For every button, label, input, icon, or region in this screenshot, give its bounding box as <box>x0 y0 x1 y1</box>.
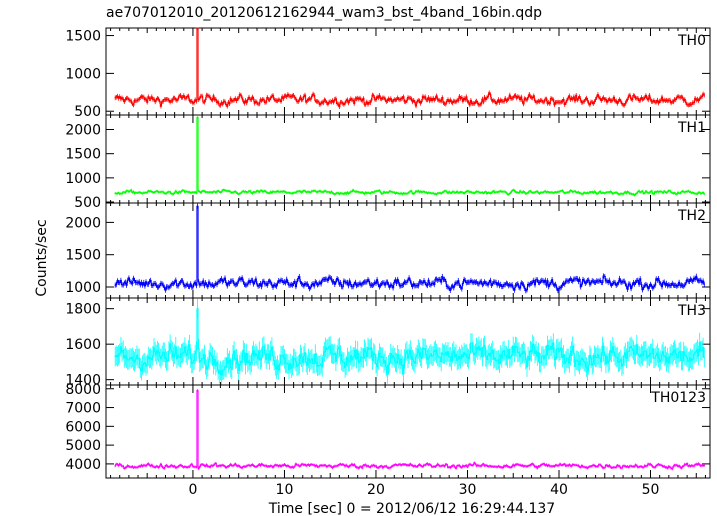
x-tick-label: 30 <box>459 482 477 498</box>
panel-label: TH0 <box>677 33 706 49</box>
series-th0123-line <box>114 390 705 470</box>
y-tick-label: 1400 <box>65 373 101 389</box>
y-tick-label: 1800 <box>65 302 101 318</box>
y-tick-label: 500 <box>74 104 101 120</box>
panel-th0123: 4000 5000 6000 7000 8000 TH0123 <box>65 382 711 479</box>
panel-frame <box>105 384 711 479</box>
series-th2-line <box>114 205 705 292</box>
y-tick-label: 1000 <box>65 66 101 82</box>
y-tick-label: 1600 <box>65 337 101 353</box>
panel-label: TH0123 <box>650 390 706 406</box>
y-tick-label: 8000 <box>65 382 101 398</box>
y-tick-label: 4000 <box>65 457 101 473</box>
panel-th1: 500 1000 1500 2000 TH1 <box>65 114 711 211</box>
y-tick-label: 2000 <box>65 123 101 139</box>
panel-th0: 500 1000 1500 TH0 <box>65 27 711 120</box>
x-tick-label: 0 <box>188 482 197 498</box>
x-tick-label: 10 <box>276 482 294 498</box>
y-tick-label: 500 <box>74 195 101 211</box>
y-tick-label: 2000 <box>65 215 101 231</box>
x-tick-label: 20 <box>367 482 385 498</box>
x-tick-label: 50 <box>642 482 660 498</box>
series-th1-line <box>114 116 705 196</box>
series-th0123-errorbars <box>114 389 705 471</box>
chart-title: ae707012010_20120612162944_wam3_bst_4ban… <box>106 5 542 21</box>
panel-th3: 1400 1600 1800 TH3 <box>65 297 711 389</box>
series-th0-line <box>114 27 705 108</box>
y-tick-label: 1500 <box>65 29 101 45</box>
y-tick-label: 1000 <box>65 280 101 296</box>
y-axis-label: Counts/sec <box>34 219 50 296</box>
series-th3-errorbars <box>114 298 705 385</box>
panel-th2: 1000 1500 2000 TH2 <box>65 202 711 299</box>
panel-label: TH3 <box>677 303 706 319</box>
y-tick-label: 7000 <box>65 401 101 417</box>
y-tick-label: 1500 <box>65 248 101 264</box>
y-tick-label: 1500 <box>65 147 101 163</box>
series-th0-errorbars <box>114 28 705 110</box>
x-tick-label: 40 <box>550 482 568 498</box>
series-th3-line <box>114 308 705 376</box>
y-tick-label: 1000 <box>65 171 101 187</box>
panel-label: TH1 <box>677 120 706 136</box>
y-tick-label: 5000 <box>65 438 101 454</box>
y-tick-label: 6000 <box>65 419 101 435</box>
series-th1-errorbars <box>114 116 705 197</box>
x-axis-label: Time [sec] 0 = 2012/06/12 16:29:44.137 <box>268 501 555 516</box>
panel-label: TH2 <box>677 208 706 224</box>
